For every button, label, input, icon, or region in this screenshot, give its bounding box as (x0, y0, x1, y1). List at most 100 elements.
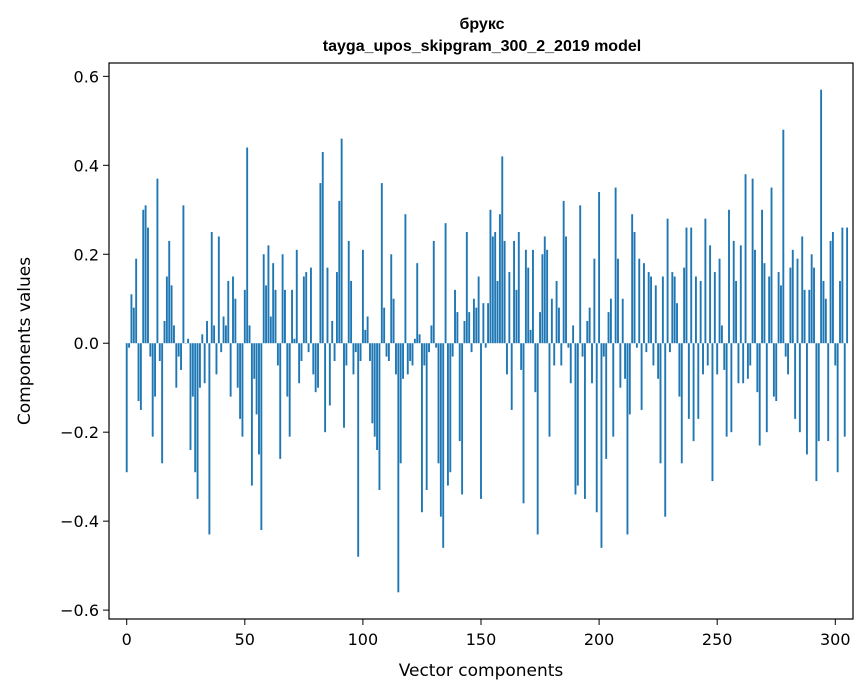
bar (609, 298, 612, 344)
bar (409, 343, 412, 362)
bar (125, 343, 128, 473)
bar (600, 343, 603, 548)
bar (820, 89, 823, 344)
bar (711, 343, 714, 482)
bar (163, 320, 166, 344)
bar (198, 343, 201, 388)
bar (732, 240, 735, 344)
bar (317, 343, 319, 388)
bar (449, 343, 452, 473)
bar (586, 320, 589, 344)
bar (194, 343, 197, 473)
bar (739, 245, 742, 344)
bar (402, 343, 404, 379)
bar (338, 200, 341, 344)
bar (520, 343, 523, 370)
bar (439, 343, 442, 517)
bar (158, 343, 161, 362)
x-axis-label: Vector components (399, 661, 564, 681)
bar (742, 343, 745, 384)
bar (128, 343, 131, 348)
bar (168, 240, 171, 344)
bar (161, 343, 164, 464)
bar (782, 129, 785, 344)
bar (550, 298, 553, 344)
bar (737, 343, 740, 384)
bar (716, 343, 719, 375)
bar (156, 178, 159, 344)
bar (326, 267, 329, 344)
bar (361, 249, 364, 344)
bar (758, 343, 761, 446)
bar (827, 343, 830, 442)
bar (539, 312, 541, 344)
bar (801, 236, 804, 344)
x-axis: 0 50 100 150 200 250 300 (122, 619, 851, 649)
bar (631, 214, 634, 344)
bar (704, 218, 707, 344)
bar (498, 214, 501, 344)
bar (591, 343, 593, 384)
bar (796, 258, 799, 344)
bar (461, 343, 464, 495)
bar (536, 343, 539, 535)
bar (659, 343, 662, 464)
x-tick-label: 200 (584, 630, 615, 649)
bar (364, 329, 367, 344)
bar (588, 307, 591, 344)
bar (418, 334, 421, 344)
bar (640, 343, 643, 410)
bar (222, 316, 225, 344)
bar (428, 343, 430, 353)
bar (243, 289, 246, 344)
bar (763, 263, 766, 344)
bar (751, 178, 754, 344)
bar (281, 254, 284, 344)
bar (137, 343, 140, 402)
bar (487, 303, 490, 344)
bar (824, 298, 827, 344)
bar (227, 280, 230, 344)
bar (191, 343, 194, 397)
bar (558, 307, 560, 344)
bar (149, 343, 152, 357)
bar (442, 343, 445, 548)
x-tick-label: 50 (235, 630, 255, 649)
bar (305, 272, 308, 344)
bar (208, 343, 211, 535)
bar (392, 298, 395, 344)
bar (841, 227, 844, 344)
bar (484, 343, 487, 348)
bar (602, 343, 605, 357)
bar (250, 343, 253, 486)
bar (522, 343, 525, 504)
bars-group (125, 89, 849, 593)
bar (229, 343, 232, 397)
bar (645, 343, 648, 353)
bar (385, 343, 388, 357)
x-tick-label: 300 (820, 630, 851, 649)
bar (423, 343, 426, 366)
bar (817, 343, 820, 442)
bar (765, 343, 768, 433)
y-tick-label: 0.4 (74, 156, 99, 175)
bar (258, 343, 260, 455)
bar (333, 343, 336, 362)
bar (255, 343, 258, 415)
bar (593, 258, 596, 344)
y-tick-label: 0.0 (74, 334, 99, 353)
bar (612, 343, 615, 437)
bar (508, 272, 511, 344)
bar (350, 280, 353, 344)
bar (546, 249, 549, 344)
bar (723, 343, 726, 370)
bar (605, 343, 608, 459)
bar (328, 343, 331, 406)
bar (791, 249, 794, 344)
y-axis-label: Components values (15, 257, 35, 425)
bar (534, 343, 537, 393)
bar (517, 232, 520, 344)
bar (671, 272, 674, 344)
bar (794, 343, 797, 419)
bar (345, 343, 348, 366)
